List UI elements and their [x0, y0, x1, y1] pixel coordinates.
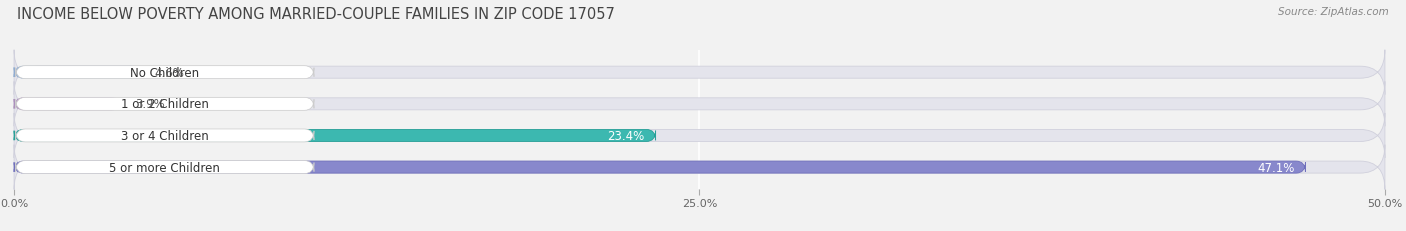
- Text: 3 or 4 Children: 3 or 4 Children: [121, 129, 208, 142]
- FancyBboxPatch shape: [14, 113, 1385, 158]
- FancyBboxPatch shape: [14, 67, 141, 79]
- FancyBboxPatch shape: [15, 67, 314, 79]
- Text: INCOME BELOW POVERTY AMONG MARRIED-COUPLE FAMILIES IN ZIP CODE 17057: INCOME BELOW POVERTY AMONG MARRIED-COUPL…: [17, 7, 614, 22]
- FancyBboxPatch shape: [14, 51, 1385, 95]
- Text: 3.9%: 3.9%: [135, 98, 165, 111]
- FancyBboxPatch shape: [14, 82, 1385, 127]
- FancyBboxPatch shape: [14, 145, 1385, 190]
- Text: 47.1%: 47.1%: [1257, 161, 1295, 174]
- FancyBboxPatch shape: [14, 98, 121, 110]
- FancyBboxPatch shape: [14, 161, 1305, 173]
- Text: 5 or more Children: 5 or more Children: [110, 161, 221, 174]
- Text: 4.6%: 4.6%: [153, 66, 184, 79]
- FancyBboxPatch shape: [15, 129, 314, 142]
- FancyBboxPatch shape: [15, 98, 314, 111]
- Text: 1 or 2 Children: 1 or 2 Children: [121, 98, 208, 111]
- Text: No Children: No Children: [131, 66, 200, 79]
- Text: Source: ZipAtlas.com: Source: ZipAtlas.com: [1278, 7, 1389, 17]
- Text: 23.4%: 23.4%: [607, 129, 644, 142]
- FancyBboxPatch shape: [15, 161, 314, 174]
- FancyBboxPatch shape: [14, 130, 655, 142]
